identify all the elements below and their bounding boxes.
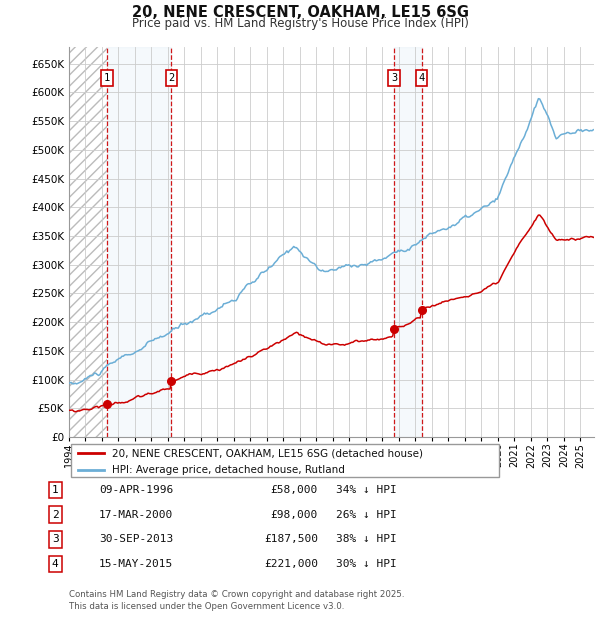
Text: 3: 3 [391,73,397,83]
Text: 4: 4 [418,73,425,83]
Text: 20, NENE CRESCENT, OAKHAM, LE15 6SG: 20, NENE CRESCENT, OAKHAM, LE15 6SG [131,5,469,20]
Text: HPI: Average price, detached house, Rutland: HPI: Average price, detached house, Rutl… [112,464,345,475]
Text: 34% ↓ HPI: 34% ↓ HPI [336,485,397,495]
Bar [69,46,107,437]
Text: 17-MAR-2000: 17-MAR-2000 [99,510,173,520]
Bar [107,46,172,437]
Text: 30-SEP-2013: 30-SEP-2013 [99,534,173,544]
Text: 2: 2 [52,510,59,520]
Text: 26% ↓ HPI: 26% ↓ HPI [336,510,397,520]
Text: 1: 1 [104,73,110,83]
Text: £221,000: £221,000 [264,559,318,569]
FancyBboxPatch shape [71,445,499,477]
Text: 3: 3 [52,534,59,544]
Text: Contains HM Land Registry data © Crown copyright and database right 2025.
This d: Contains HM Land Registry data © Crown c… [69,590,404,611]
Text: 38% ↓ HPI: 38% ↓ HPI [336,534,397,544]
Text: 30% ↓ HPI: 30% ↓ HPI [336,559,397,569]
Text: 1: 1 [52,485,59,495]
Text: 2: 2 [168,73,175,83]
Text: 20, NENE CRESCENT, OAKHAM, LE15 6SG (detached house): 20, NENE CRESCENT, OAKHAM, LE15 6SG (det… [112,448,423,458]
Text: 15-MAY-2015: 15-MAY-2015 [99,559,173,569]
Bar [394,46,422,437]
Text: 09-APR-1996: 09-APR-1996 [99,485,173,495]
Text: Price paid vs. HM Land Registry's House Price Index (HPI): Price paid vs. HM Land Registry's House … [131,17,469,30]
Text: 4: 4 [52,559,59,569]
Text: £187,500: £187,500 [264,534,318,544]
Text: £98,000: £98,000 [271,510,318,520]
Text: £58,000: £58,000 [271,485,318,495]
